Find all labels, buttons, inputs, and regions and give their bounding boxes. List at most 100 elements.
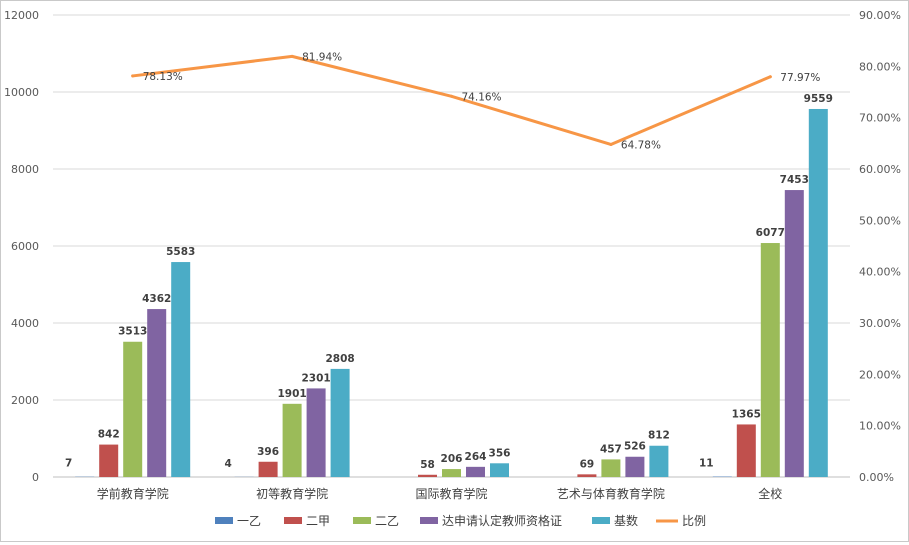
legend-label: 比例: [682, 514, 706, 528]
legend-item: 一乙: [215, 514, 261, 528]
x-axis-categories: 学前教育学院 初等教育学院 国际教育学院 艺术与体育教育学院 全校: [97, 486, 783, 501]
bar-3: [601, 459, 620, 477]
ratio-value-label: 81.94%: [302, 51, 342, 63]
bar-value-label: 457: [600, 443, 622, 455]
legend-label: 一乙: [237, 514, 261, 528]
bar-3: [283, 404, 302, 477]
bar-4: [147, 309, 166, 477]
legend-label: 达申请认定教师资格证: [442, 513, 562, 528]
right-y-axis: 0.00% 10.00% 20.00% 30.00% 40.00% 50.00% 60.00…: [859, 9, 901, 484]
bar-value-label: 7: [65, 458, 72, 470]
bar-4: [466, 467, 485, 477]
legend-item: 比例: [656, 514, 706, 528]
right-tick-label: 50.00%: [859, 214, 901, 227]
bar-5: [171, 262, 190, 477]
bar-value-label: 3513: [118, 326, 147, 338]
left-tick-label: 10000: [4, 86, 39, 99]
bar-2: [418, 475, 437, 477]
bar-2: [259, 462, 278, 477]
bar-value-label: 1901: [277, 388, 306, 400]
ratio-line-path: [133, 56, 771, 144]
bar-value-label: 2808: [325, 353, 354, 365]
bar-value-label: 69: [580, 458, 595, 470]
bar-2: [577, 474, 596, 477]
legend-label: 二乙: [375, 514, 399, 528]
bar-value-label: 264: [465, 451, 487, 463]
legend-swatch: [592, 517, 610, 524]
bar-value-label: 842: [98, 429, 120, 441]
legend-item: 基数: [592, 513, 638, 528]
bar-5: [490, 463, 509, 477]
legend-label: 基数: [614, 513, 638, 528]
right-tick-label: 70.00%: [859, 112, 901, 125]
bar-2: [99, 445, 118, 477]
legend-swatch: [284, 517, 302, 524]
right-tick-label: 90.00%: [859, 9, 901, 22]
bar-value-label: 356: [489, 447, 511, 459]
category-label: 艺术与体育教育学院: [557, 486, 665, 501]
left-tick-label: 12000: [4, 9, 39, 22]
bar-value-label: 526: [624, 441, 646, 453]
left-tick-label: 4000: [11, 317, 39, 330]
bar-value-label: 58: [420, 459, 435, 471]
bar-5: [331, 369, 350, 477]
category-label: 全校: [758, 486, 782, 501]
legend-swatch: [353, 517, 371, 524]
category-label: 国际教育学院: [415, 486, 487, 501]
legend-label: 二甲: [306, 514, 330, 528]
bar-value-label: 11: [699, 458, 714, 470]
bars: [75, 109, 828, 477]
bar-3: [123, 342, 142, 477]
bar-3: [442, 469, 461, 477]
left-tick-label: 6000: [11, 240, 39, 253]
right-tick-label: 60.00%: [859, 163, 901, 176]
bar-2: [737, 424, 756, 477]
bar-value-label: 396: [257, 446, 279, 458]
bar-value-label: 7453: [780, 174, 809, 186]
right-tick-label: 20.00%: [859, 368, 901, 381]
bar-value-label: 4362: [142, 293, 171, 305]
right-tick-label: 30.00%: [859, 317, 901, 330]
left-tick-label: 8000: [11, 163, 39, 176]
legend-item: 达申请认定教师资格证: [420, 513, 562, 528]
bar-value-label: 2301: [301, 372, 330, 384]
ratio-value-label: 64.78%: [621, 139, 661, 151]
bar-5: [809, 109, 828, 477]
bar-4: [785, 190, 804, 477]
right-tick-label: 0.00%: [859, 471, 894, 484]
legend-swatch: [215, 517, 233, 524]
bar-4: [625, 457, 644, 477]
bar-value-label: 4: [224, 458, 231, 470]
bar-3: [761, 243, 780, 477]
right-tick-label: 80.00%: [859, 60, 901, 73]
ratio-point: [450, 95, 453, 98]
ratio-point: [291, 55, 294, 58]
ratio-value-label: 77.97%: [780, 72, 820, 84]
ratio-line: 78.13% 81.94% 74.16% 64.78% 77.97%: [131, 51, 820, 151]
legend-item: 二甲: [284, 514, 330, 528]
bar-value-label: 9559: [804, 93, 833, 105]
ratio-value-label: 74.16%: [462, 91, 502, 103]
bar-value-label: 812: [648, 430, 670, 442]
bar-value-label: 6077: [756, 227, 785, 239]
ratio-point: [769, 75, 772, 78]
left-y-axis: 0 2000 4000 6000 8000 10000 12000: [4, 9, 39, 484]
bar-4: [307, 388, 326, 477]
bar-value-label: 1365: [732, 408, 761, 420]
legend-swatch: [420, 517, 438, 524]
category-label: 学前教育学院: [97, 486, 169, 501]
ratio-point: [131, 74, 134, 77]
legend: 一乙 二甲 二乙 达申请认定教师资格证 基数 比例: [215, 513, 706, 528]
bar-5: [649, 446, 668, 477]
category-label: 初等教育学院: [256, 486, 328, 501]
bar-value-label: 206: [441, 453, 463, 465]
ratio-point: [609, 143, 612, 146]
ratio-value-label: 78.13%: [143, 71, 183, 83]
legend-item: 二乙: [353, 514, 399, 528]
right-tick-label: 10.00%: [859, 420, 901, 433]
left-tick-label: 0: [32, 471, 39, 484]
left-tick-label: 2000: [11, 394, 39, 407]
right-tick-label: 40.00%: [859, 266, 901, 279]
